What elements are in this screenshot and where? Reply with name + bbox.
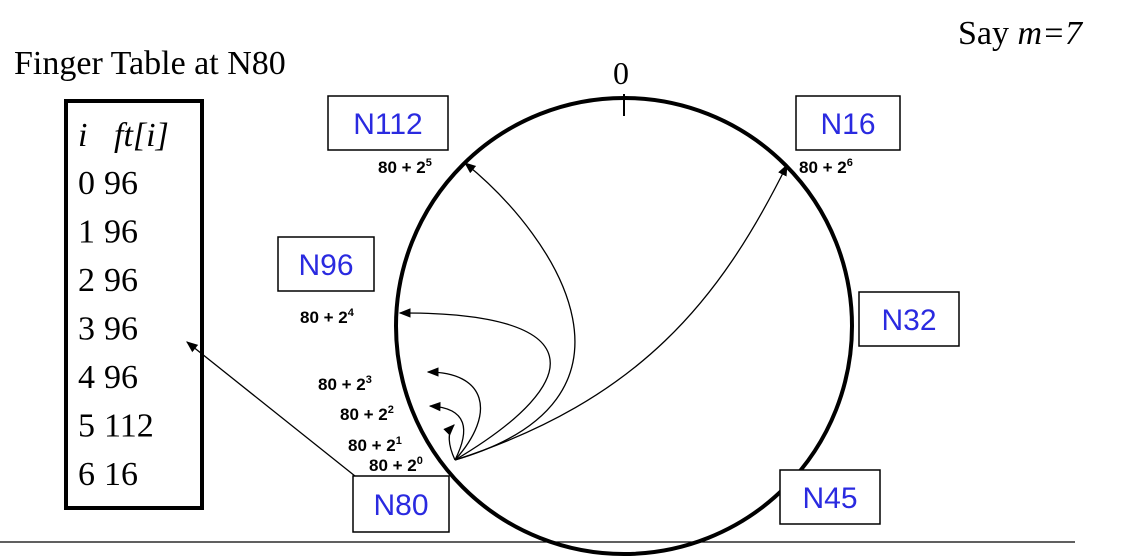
table-cell-ft: 96 (104, 262, 138, 299)
table-pointer-arrow (186, 341, 361, 481)
table-cell-i: 1 (78, 214, 95, 251)
node-label: N16 (820, 108, 875, 141)
node-label: N112 (353, 108, 423, 141)
finger-label-exp: 0 (417, 455, 423, 467)
finger-arc-4 (454, 162, 576, 461)
node-n32: N32 (858, 291, 960, 347)
finger-label-exp: 5 (426, 157, 432, 169)
finger-label-base: 80 + 2 (369, 456, 417, 475)
finger-label-0: 80 + 20 (369, 455, 423, 475)
finger-arc-3 (398, 308, 551, 461)
finger-label-exp: 6 (847, 157, 853, 169)
finger-label-base: 80 + 2 (348, 436, 396, 455)
finger-table-box (64, 99, 204, 510)
finger-label-base: 80 + 2 (378, 158, 426, 177)
finger-label-6: 80 + 26 (799, 157, 853, 177)
finger-labels: 80 + 20 80 + 21 80 + 22 80 + 23 80 + 24 … (300, 157, 853, 475)
note-prefix: Say (958, 15, 1018, 52)
node-box (779, 469, 881, 525)
finger-label-1: 80 + 21 (348, 435, 402, 455)
table-cell-ft: 96 (104, 311, 138, 348)
table-cell-i: 3 (78, 311, 95, 348)
table-cell-ft: 96 (104, 214, 138, 251)
node-n80: N80 (352, 475, 450, 533)
node-label: N32 (881, 304, 936, 337)
finger-label-3: 80 + 23 (318, 374, 372, 394)
diagram-title: Finger Table at N80 (14, 45, 286, 82)
node-n16: N16 (795, 95, 901, 151)
table-cell-i: 6 (78, 456, 95, 493)
node-label: N80 (373, 489, 428, 522)
node-box (352, 475, 450, 533)
finger-label-exp: 3 (366, 374, 372, 386)
table-cell-i: 5 (78, 408, 95, 445)
table-cell-ft: 96 (104, 359, 138, 396)
finger-label-5: 80 + 25 (378, 157, 432, 177)
finger-label-exp: 2 (388, 404, 394, 416)
table-cell-i: 0 (78, 165, 95, 202)
finger-label-exp: 4 (348, 307, 355, 319)
finger-label-base: 80 + 2 (340, 405, 388, 424)
table-cell-ft: 96 (104, 165, 138, 202)
node-box (795, 95, 901, 151)
finger-arc-0 (443, 424, 456, 461)
table-cell-ft: 16 (104, 456, 138, 493)
finger-label-2: 80 + 22 (340, 404, 394, 424)
note-equals: =7 (1042, 15, 1084, 52)
finger-arc-2 (426, 367, 482, 461)
finger-arcs (398, 162, 788, 461)
note-variable: m (1018, 15, 1043, 52)
table-cell-ft: 112 (104, 408, 154, 445)
node-box (858, 291, 960, 347)
finger-arc-5 (454, 163, 788, 461)
node-box (277, 236, 375, 292)
finger-label-base: 80 + 2 (300, 308, 348, 327)
node-label: N96 (298, 249, 353, 282)
table-header-ft: ft[i] (114, 117, 169, 154)
finger-arc-1 (428, 401, 465, 461)
zero-label: 0 (613, 55, 629, 91)
finger-label-4: 80 + 24 (300, 307, 355, 327)
finger-label-base: 80 + 2 (318, 375, 366, 394)
table-header-i: i (78, 117, 87, 154)
node-label: N45 (802, 482, 857, 515)
finger-label-base: 80 + 2 (799, 158, 847, 177)
finger-label-exp: 1 (396, 435, 402, 447)
table-cell-i: 2 (78, 262, 95, 299)
node-n112: N112 (327, 95, 449, 151)
node-box (327, 95, 449, 151)
table-cell-i: 4 (78, 359, 95, 396)
node-n45: N45 (779, 469, 881, 525)
parameter-note: Say m=7 (958, 15, 1084, 52)
node-n96: N96 (277, 236, 375, 292)
